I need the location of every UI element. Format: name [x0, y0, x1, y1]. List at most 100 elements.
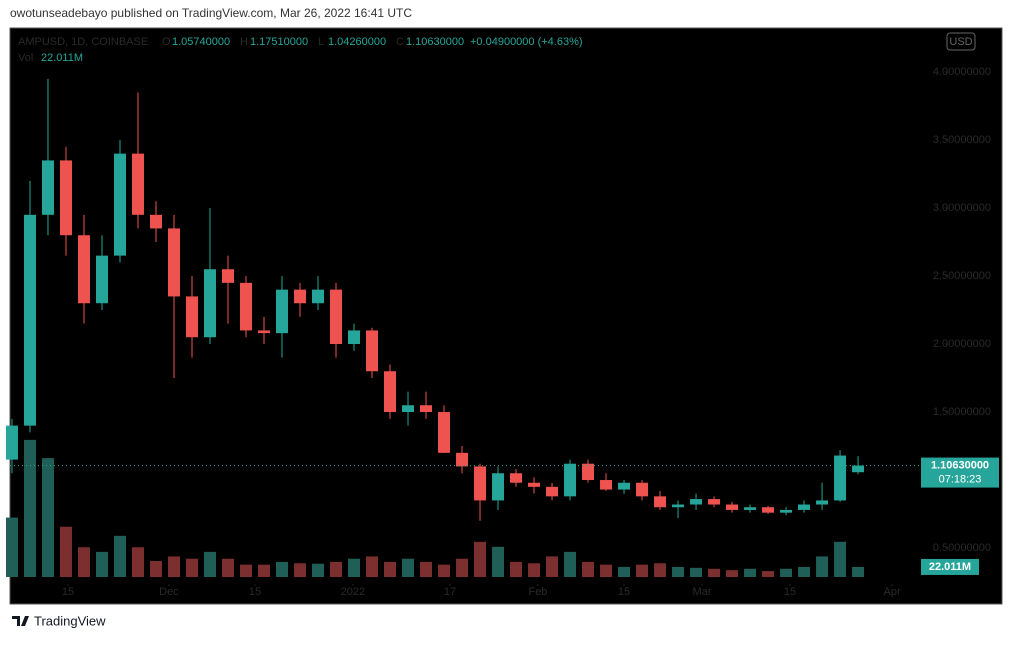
volume-bar	[744, 568, 757, 577]
candle-body	[798, 504, 811, 510]
candle-body	[816, 500, 829, 505]
volume-bar	[528, 563, 541, 577]
x-tick-label: Feb	[529, 586, 548, 598]
candle-body	[528, 482, 541, 487]
x-tick-label: 15	[249, 586, 261, 598]
candle-body	[402, 405, 415, 413]
candle-body	[77, 235, 90, 304]
volume-bar	[510, 561, 523, 577]
volume-bar	[185, 558, 198, 577]
volume-bar	[348, 558, 361, 577]
symbol: AMPUSD, 1D, COINBASE	[18, 36, 148, 48]
candle-body	[438, 412, 451, 453]
volume-bar	[420, 561, 433, 577]
currency-label[interactable]: USD	[949, 36, 972, 48]
candle-body	[203, 269, 216, 338]
volume-bar	[149, 561, 162, 577]
candle-body	[23, 214, 36, 426]
candle-body	[95, 255, 108, 304]
volume-bar	[5, 517, 18, 577]
candle-body	[240, 282, 253, 331]
volume-bar	[564, 551, 577, 577]
ohlc-legend: O 1.05740000 H 1.17510000 L 1.04260000 C 1.1063…	[162, 36, 583, 48]
credit: owotunseadebayo published on TradingView…	[10, 6, 412, 20]
candle-body	[726, 504, 739, 510]
volume-bar	[221, 558, 234, 577]
volume-bar	[131, 547, 144, 577]
candle-body	[456, 452, 469, 467]
candle-body	[690, 499, 703, 505]
volume-bar	[546, 556, 559, 577]
y-tick-label: 3.00000000	[933, 202, 991, 214]
volume-bar	[798, 566, 811, 577]
candle-body	[185, 296, 198, 338]
volume-bar	[113, 535, 126, 577]
ohlc-prefix: C	[396, 36, 404, 48]
volume-label-box	[921, 558, 979, 575]
candle-body	[41, 160, 54, 215]
ohlc-value: 1.04260000	[328, 36, 386, 48]
last-price-label: 1.10630000	[931, 459, 989, 471]
candle-body	[312, 289, 325, 304]
candle-body	[330, 289, 343, 345]
volume-bar	[690, 567, 703, 577]
candle-body	[5, 425, 18, 460]
volume-bar	[203, 551, 216, 577]
candle-body	[780, 509, 793, 513]
y-tick-label: 2.50000000	[933, 270, 991, 282]
volume-bar	[366, 556, 379, 577]
candle-body	[636, 482, 649, 497]
volume-value: 22.011M	[41, 52, 83, 64]
x-tick-label: 2022	[341, 586, 365, 598]
candle-body	[582, 463, 595, 481]
x-tick-label: 15	[618, 586, 630, 598]
x-tick-label: 17	[444, 586, 456, 598]
ohlc-prefix: O	[162, 36, 171, 48]
y-tick-label: 4.00000000	[933, 66, 991, 78]
volume-bar	[77, 547, 90, 577]
candle-body	[654, 496, 667, 508]
brand: TradingView	[34, 613, 106, 628]
x-tick-label: 15	[62, 586, 74, 598]
volume-bar	[618, 566, 631, 577]
candle-body	[474, 466, 487, 501]
volume-bar	[294, 563, 307, 577]
candle-body	[294, 289, 307, 304]
volume-bar	[852, 566, 865, 577]
x-tick-label: Mar	[693, 586, 712, 598]
volume-bar	[726, 570, 739, 577]
ohlc-prefix: H	[240, 36, 248, 48]
volume-name: Vol	[18, 52, 33, 64]
candle-body	[852, 465, 865, 473]
volume-bar	[167, 556, 180, 577]
volume-bar	[654, 563, 667, 577]
candle-body	[420, 405, 433, 413]
ohlc-value: 1.10630000	[406, 36, 464, 48]
volume-bar	[240, 564, 253, 577]
volume-bar	[23, 439, 36, 577]
candle-body	[167, 228, 180, 297]
ohlc-prefix: L	[318, 36, 324, 48]
volume-bar	[636, 564, 649, 577]
y-tick-label: 3.50000000	[933, 134, 991, 146]
y-tick-label: 1.50000000	[933, 406, 991, 418]
volume-axis-label: 22.011M	[929, 561, 971, 573]
candle-body	[131, 153, 144, 215]
x-tick-label: Apr	[884, 586, 901, 598]
candle-body	[492, 473, 505, 501]
volume-bar	[276, 561, 289, 577]
candle-body	[258, 330, 271, 334]
logo	[12, 616, 29, 626]
candle-body	[546, 486, 559, 497]
volume-bar	[834, 541, 847, 577]
candle-body	[618, 482, 631, 490]
plot-area	[9, 27, 1003, 605]
candle-body	[600, 480, 613, 490]
countdown: 07:18:23	[939, 473, 982, 485]
plot: 4.00000000 3.50000000 3.00000000 2.50000000…	[5, 66, 999, 598]
currency-button[interactable]	[946, 32, 976, 51]
candle-body	[744, 507, 757, 510]
volume-bar	[41, 458, 54, 577]
candle-body	[834, 455, 847, 501]
